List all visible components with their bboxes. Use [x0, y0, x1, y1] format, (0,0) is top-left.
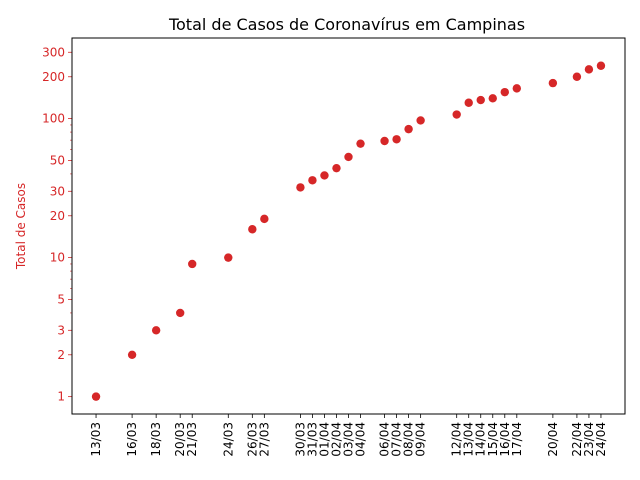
data-point [488, 94, 497, 103]
data-point [596, 61, 606, 70]
data-point [344, 152, 353, 162]
data-point [308, 176, 317, 185]
data-point [392, 135, 401, 144]
y-tick-label: 300 [42, 45, 65, 59]
data-point [248, 225, 257, 234]
x-tick-label: 07/04 [390, 422, 404, 457]
x-tick-label: 22/04 [570, 422, 584, 457]
data-point [260, 214, 269, 224]
x-tick-label: 09/04 [414, 422, 428, 457]
y-tick-label: 2 [57, 348, 65, 362]
x-tick-label: 20/03 [173, 422, 187, 457]
data-point [296, 183, 305, 192]
data-points [91, 61, 606, 401]
y-tick-label: 200 [42, 70, 65, 84]
x-tick-label: 14/04 [474, 422, 488, 457]
x-tick-label: 04/04 [354, 422, 368, 457]
data-point [404, 124, 413, 134]
y-tick-label: 50 [50, 153, 65, 167]
x-tick-label: 08/04 [402, 422, 416, 457]
data-point [356, 139, 365, 148]
x-tick-label: 23/04 [582, 422, 596, 457]
y-tick-label: 3 [57, 323, 65, 337]
x-tick-label: 27/03 [257, 422, 271, 457]
y-tick-label: 20 [50, 209, 65, 223]
x-tick-label: 16/03 [125, 422, 139, 457]
x-tick-label: 13/03 [89, 422, 103, 457]
data-point [91, 392, 101, 401]
data-point [127, 350, 137, 359]
x-tick-label: 24/04 [594, 422, 608, 457]
x-tick-label: 13/04 [462, 422, 476, 457]
y-tick-label: 5 [57, 292, 65, 306]
x-tick-label: 02/04 [329, 422, 343, 457]
x-tick-label: 24/03 [221, 422, 235, 457]
y-tick-label: 30 [50, 184, 65, 198]
y-axis: 1 2 3 5 10 20 30 50 100 200 300 [42, 45, 72, 404]
x-tick-label: 15/04 [486, 422, 500, 457]
data-point [452, 110, 461, 119]
data-point [548, 78, 558, 88]
x-tick-label: 12/04 [450, 422, 464, 457]
chart-title: Total de Casos de Coronavírus em Campina… [168, 15, 525, 34]
data-point [464, 98, 473, 107]
x-tick-label: 17/04 [510, 422, 524, 457]
x-tick-label: 21/03 [185, 422, 199, 457]
x-tick-label: 31/03 [305, 422, 319, 457]
y-tick-label: 1 [57, 390, 65, 404]
data-point [320, 171, 329, 180]
data-point [572, 72, 582, 81]
y-tick-label: 100 [42, 112, 65, 126]
data-point [224, 253, 233, 262]
x-tick-label: 16/04 [498, 422, 512, 457]
x-tick-label: 06/04 [378, 422, 392, 457]
plot-frame [71, 37, 626, 415]
x-tick-label: 30/03 [293, 422, 307, 457]
data-point [151, 326, 161, 335]
data-point [416, 116, 425, 125]
y-axis-label: Total de Casos [14, 183, 28, 270]
data-point [584, 65, 594, 74]
x-tick-label: 03/04 [342, 422, 356, 457]
data-point [332, 163, 341, 173]
y-tick-label: 10 [50, 251, 65, 265]
data-point [476, 95, 485, 105]
x-tick-label: 01/04 [317, 422, 331, 457]
x-tick-label: 18/03 [149, 422, 163, 457]
data-point [175, 308, 185, 318]
data-point [512, 84, 522, 93]
x-tick-label: 26/03 [245, 422, 259, 457]
data-point [500, 87, 509, 97]
data-point [188, 259, 197, 269]
x-tick-label: 20/04 [546, 422, 560, 457]
data-point [380, 136, 389, 146]
